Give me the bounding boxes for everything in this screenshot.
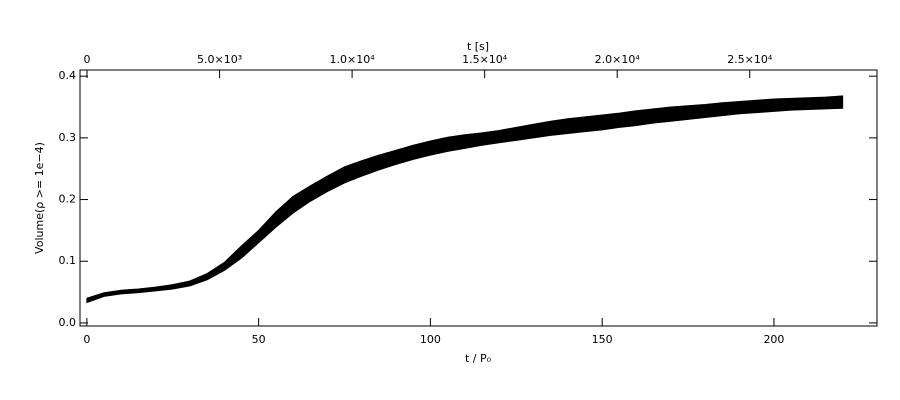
y-tick-label: 0.3 [59, 131, 77, 144]
y-tick-label: 0.2 [59, 193, 77, 206]
y-axis-label: Volume(ρ >= 1e−4) [33, 142, 46, 254]
y-tick-label: 0.1 [59, 254, 77, 267]
y-tick-label: 0.4 [59, 69, 77, 82]
plot-frame [79, 69, 878, 327]
data-band [86, 95, 844, 304]
x2-tick-label: 2.0×10⁴ [595, 53, 641, 66]
x2-tick-label: 1.0×10⁴ [330, 53, 376, 66]
x2-axis-label: t [s] [467, 40, 489, 53]
x-tick-label: 50 [252, 333, 266, 346]
x2-tick-label: 2.5×10⁴ [727, 53, 773, 66]
x-tick-label: 150 [592, 333, 613, 346]
x2-tick-label: 0 [83, 53, 90, 66]
y-tick-label: 0.0 [59, 316, 77, 329]
x2-tick-label: 5.0×10³ [197, 53, 242, 66]
x-tick-label: 100 [420, 333, 441, 346]
x-tick-label: 0 [83, 333, 90, 346]
x-axis-label: t / P₀ [465, 352, 492, 365]
x-tick-label: 200 [763, 333, 784, 346]
x2-tick-label: 1.5×10⁴ [462, 53, 508, 66]
